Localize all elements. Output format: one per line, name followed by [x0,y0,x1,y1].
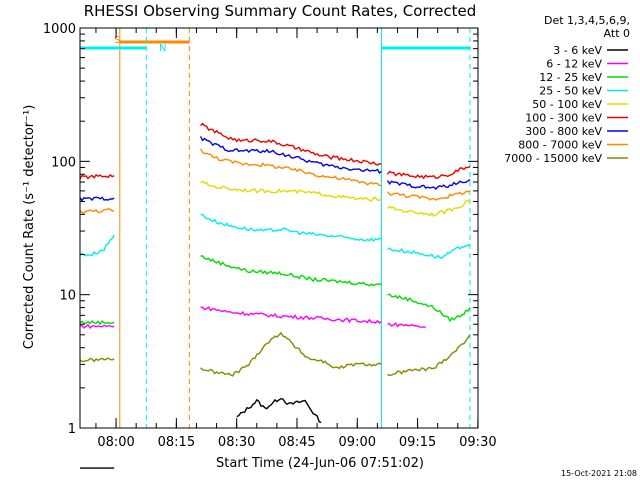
series-line [79,319,115,326]
series-line [79,234,115,257]
series-12-25-kev [79,255,471,326]
legend-label: 300 - 800 keV [525,125,602,138]
series-line [386,179,471,190]
series-line [199,136,382,175]
x-tick-label: 09:15 [399,435,436,450]
y-tick-label: 100 [51,155,76,170]
series-line [79,173,115,180]
legend-label: 800 - 7000 keV [518,139,602,152]
legend-label: 25 - 50 keV [539,85,602,98]
y-tick-label: 10 [59,289,76,304]
series-50-100-kev [200,180,471,217]
series-25-50-kev [79,213,471,260]
series-line [386,165,471,180]
series-line [387,334,471,377]
series-line [79,357,115,363]
night-label: N [159,43,166,54]
x-tick-label: 08:00 [97,435,134,450]
x-tick-label: 08:45 [278,435,315,450]
series-line [200,122,382,166]
x-axis-label: Start Time (24-Jun-06 07:51:02) [216,456,424,471]
plot-frame [79,27,479,429]
x-tick-label: 09:30 [459,435,496,450]
series-line [387,293,471,323]
series-line [200,331,382,377]
legend-label: 100 - 300 keV [525,112,602,125]
series-line [79,323,115,329]
y-axis-label: Corrected Count Rate (s⁻¹ detector⁻¹) [22,105,37,350]
series-line [79,208,115,214]
series-line [200,180,382,202]
y-tick-label: 1 [68,422,76,437]
series-line [200,306,382,324]
series-7000-15000-kev [79,331,471,377]
legend-label: 3 - 6 keV [553,44,602,57]
legend-label: 6 - 12 keV [546,58,602,71]
series-line [200,255,382,287]
series-line [386,190,471,201]
series-800-7000-kev [79,148,471,214]
series-line [236,397,322,424]
series-line [79,196,115,202]
legend-label: 12 - 25 keV [539,71,602,84]
x-tick-label: 09:00 [339,435,376,450]
legend-label: 50 - 100 keV [532,98,602,111]
legend-label: 7000 - 15000 keV [504,152,602,165]
x-tick-label: 08:15 [158,435,195,450]
series-6-12-kev [79,306,426,329]
series-line [199,148,382,187]
series-line [387,198,471,217]
legend-header-detectors: Det 1,3,4,5,6,9, [544,14,630,27]
series-line [200,213,382,243]
series-3-6-kev [80,397,322,469]
series-line [387,243,471,260]
y-tick-label: 1000 [43,22,76,37]
timestamp-label: 15-Oct-2021 21:08 [561,469,637,478]
series-line [387,322,426,328]
series-300-800-kev [79,136,471,202]
chart-title: RHESSI Observing Summary Count Rates, Co… [84,2,477,20]
saa-label: S [114,35,120,46]
x-tick-label: 08:30 [218,435,255,450]
series-100-300-kev [79,122,471,180]
legend-header-attenuator: Att 0 [604,27,630,40]
